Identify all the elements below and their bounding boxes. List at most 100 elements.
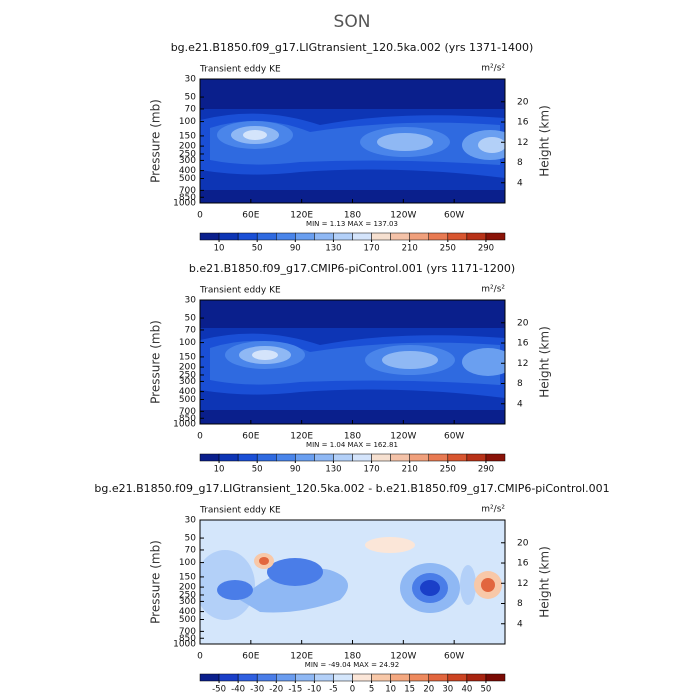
x-tick-label: 120W bbox=[390, 432, 416, 442]
colorbar-box bbox=[256, 453, 277, 462]
x-tick-label: 60W bbox=[444, 432, 464, 442]
y-tick-label: 850 bbox=[179, 193, 196, 203]
y2-tick-label: 4 bbox=[517, 619, 523, 629]
contour-field bbox=[200, 300, 505, 424]
colorbar-box bbox=[428, 453, 449, 462]
y2-tick-label: 8 bbox=[517, 599, 523, 609]
y-tick-label: 500 bbox=[179, 395, 196, 405]
y2-tick-label: 20 bbox=[517, 538, 529, 548]
colorbar-label: 50 bbox=[252, 465, 263, 475]
units-label: m²/s² bbox=[481, 64, 505, 74]
y2-axis-label: Height (km) bbox=[538, 105, 552, 176]
y2-tick-label: 20 bbox=[517, 97, 529, 107]
y-tick-label: 300 bbox=[179, 156, 196, 166]
colorbar-label: 130 bbox=[325, 244, 341, 254]
colorbar-label: 290 bbox=[478, 465, 494, 475]
colorbar-box bbox=[485, 453, 506, 462]
y-tick-label: 30 bbox=[185, 516, 197, 526]
y-tick-label: 1000 bbox=[173, 420, 196, 430]
y-axis-label: Pressure (mb) bbox=[149, 540, 163, 624]
y-tick-label: 100 bbox=[179, 558, 196, 568]
y-tick-label: 850 bbox=[179, 634, 196, 644]
y-tick-label: 50 bbox=[185, 314, 197, 324]
colorbar-box bbox=[218, 232, 239, 241]
y-tick-label: 30 bbox=[185, 75, 197, 85]
x-tick-label: 0 bbox=[197, 652, 203, 662]
x-tick-label: 180 bbox=[344, 432, 361, 442]
colorbar-label: 5 bbox=[369, 685, 374, 695]
colorbar-label: 10 bbox=[214, 244, 225, 254]
colorbar-label: 90 bbox=[290, 465, 301, 475]
colorbar-box bbox=[314, 673, 334, 682]
colorbar-label: -15 bbox=[288, 685, 302, 695]
colorbar-box bbox=[447, 673, 468, 682]
colorbar-label: 250 bbox=[440, 465, 456, 475]
colorbar-label: -40 bbox=[231, 685, 245, 695]
y-tick-label: 300 bbox=[179, 597, 196, 607]
y2-axis-label: Height (km) bbox=[538, 326, 552, 397]
y-tick-label: 700 bbox=[179, 186, 196, 196]
y-tick-label: 500 bbox=[179, 615, 196, 625]
figure-title: SON bbox=[334, 12, 371, 32]
colorbar-box bbox=[237, 673, 258, 682]
colorbar-box bbox=[390, 232, 410, 241]
y2-tick-label: 16 bbox=[517, 118, 529, 128]
y-tick-label: 70 bbox=[185, 545, 197, 555]
colorbar-box bbox=[409, 673, 429, 682]
y-tick-label: 850 bbox=[179, 414, 196, 424]
y2-tick-label: 16 bbox=[517, 559, 529, 569]
y-tick-label: 250 bbox=[179, 149, 196, 159]
y2-tick-label: 20 bbox=[517, 318, 529, 328]
y-tick-label: 300 bbox=[179, 377, 196, 387]
colorbar-label: -50 bbox=[212, 685, 226, 695]
colorbar-box bbox=[390, 453, 410, 462]
colorbar-box bbox=[352, 453, 372, 462]
colorbar-box bbox=[352, 232, 372, 241]
y-tick-label: 200 bbox=[179, 363, 196, 373]
x-tick-label: 120E bbox=[290, 211, 313, 221]
colorbar-box bbox=[371, 453, 391, 462]
x-tick-label: 60W bbox=[444, 652, 464, 662]
colorbar-label: 250 bbox=[440, 244, 456, 254]
y2-tick-label: 4 bbox=[517, 178, 523, 188]
y-tick-label: 1000 bbox=[173, 640, 196, 650]
panel-title: bg.e21.B1850.f09_g17.LIGtransient_120.5k… bbox=[171, 41, 534, 54]
x-tick-label: 60E bbox=[242, 432, 259, 442]
y-tick-label: 50 bbox=[185, 93, 197, 103]
colorbar-label: -10 bbox=[307, 685, 321, 695]
y2-axis-label: Height (km) bbox=[538, 546, 552, 617]
y2-tick-label: 8 bbox=[517, 379, 523, 389]
y-axis-label: Pressure (mb) bbox=[149, 99, 163, 183]
colorbar-label: 10 bbox=[214, 465, 225, 475]
colorbar-label: 15 bbox=[404, 685, 415, 695]
y2-tick-label: 16 bbox=[517, 339, 529, 349]
colorbar-box bbox=[295, 673, 315, 682]
y2-tick-label: 12 bbox=[517, 579, 528, 589]
y-tick-label: 700 bbox=[179, 627, 196, 637]
colorbar-label: 50 bbox=[481, 685, 492, 695]
colorbar-label: 10 bbox=[385, 685, 396, 695]
y-tick-label: 150 bbox=[179, 352, 196, 362]
y-tick-label: 400 bbox=[179, 387, 196, 397]
y-tick-label: 250 bbox=[179, 590, 196, 600]
colorbar-label: 290 bbox=[478, 244, 494, 254]
colorbar-box bbox=[466, 673, 487, 682]
colorbar-label: 210 bbox=[402, 465, 418, 475]
colorbar-box bbox=[199, 673, 220, 682]
colorbar-box bbox=[295, 232, 315, 241]
colorbar-box bbox=[276, 453, 296, 462]
x-tick-label: 60E bbox=[242, 211, 259, 221]
colorbar-label: -30 bbox=[250, 685, 264, 695]
colorbar-box bbox=[256, 673, 277, 682]
colorbar-box bbox=[352, 673, 372, 682]
y-tick-label: 200 bbox=[179, 142, 196, 152]
colorbar-label: -5 bbox=[329, 685, 337, 695]
colorbar-box bbox=[428, 232, 449, 241]
colorbar-box bbox=[409, 232, 429, 241]
x-tick-label: 180 bbox=[344, 211, 361, 221]
stats-label: MIN = -49.04 MAX = 24.92 bbox=[305, 661, 399, 669]
colorbar-box bbox=[237, 453, 258, 462]
colorbar-box bbox=[276, 232, 296, 241]
